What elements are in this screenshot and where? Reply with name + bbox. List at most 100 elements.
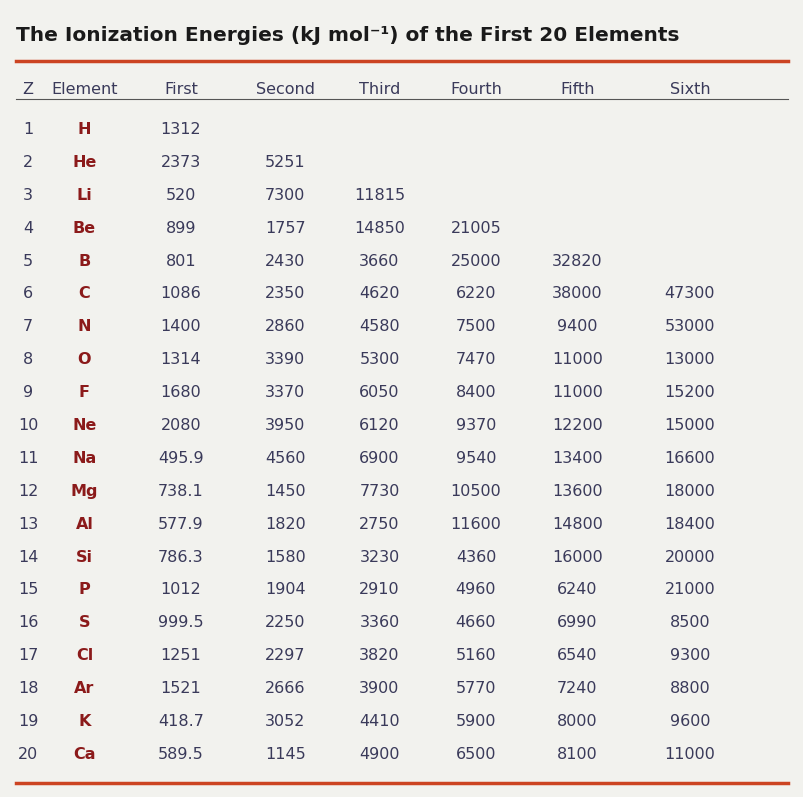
Text: 7: 7 — [23, 320, 33, 335]
Text: 1521: 1521 — [161, 681, 201, 696]
Text: O: O — [78, 352, 91, 367]
Text: 32820: 32820 — [552, 253, 601, 269]
Text: 11815: 11815 — [353, 188, 405, 203]
Text: C: C — [79, 286, 90, 301]
Text: H: H — [78, 122, 91, 137]
Text: Ca: Ca — [73, 747, 96, 762]
Text: 4: 4 — [23, 221, 33, 236]
Text: 2373: 2373 — [161, 155, 201, 170]
Text: 4620: 4620 — [359, 286, 399, 301]
Text: 17: 17 — [18, 648, 39, 663]
Text: 19: 19 — [18, 714, 39, 729]
Text: Element: Element — [51, 82, 117, 97]
Text: 4900: 4900 — [359, 747, 399, 762]
Text: 9540: 9540 — [455, 451, 495, 466]
Text: 1314: 1314 — [161, 352, 201, 367]
Text: 899: 899 — [165, 221, 196, 236]
Text: 6050: 6050 — [359, 385, 399, 400]
Text: 1012: 1012 — [161, 583, 201, 598]
Text: 801: 801 — [165, 253, 196, 269]
Text: 11000: 11000 — [551, 352, 602, 367]
Text: 9400: 9400 — [556, 320, 597, 335]
Text: Third: Third — [358, 82, 400, 97]
Text: 38000: 38000 — [552, 286, 601, 301]
Text: 1820: 1820 — [265, 516, 305, 532]
Text: 9300: 9300 — [669, 648, 709, 663]
Text: 15200: 15200 — [663, 385, 715, 400]
Text: 1680: 1680 — [161, 385, 201, 400]
Text: 1: 1 — [23, 122, 33, 137]
Text: B: B — [78, 253, 91, 269]
Text: 47300: 47300 — [664, 286, 714, 301]
Text: 2430: 2430 — [265, 253, 305, 269]
Text: 11: 11 — [18, 451, 39, 466]
Text: 13000: 13000 — [664, 352, 714, 367]
Text: 3820: 3820 — [359, 648, 399, 663]
Text: 4560: 4560 — [265, 451, 305, 466]
Text: 8000: 8000 — [556, 714, 597, 729]
Text: 577.9: 577.9 — [158, 516, 203, 532]
Text: First: First — [164, 82, 198, 97]
Text: Si: Si — [75, 549, 93, 564]
Text: Ar: Ar — [74, 681, 95, 696]
Text: 15: 15 — [18, 583, 39, 598]
Text: He: He — [72, 155, 96, 170]
Text: Li: Li — [76, 188, 92, 203]
Text: 12: 12 — [18, 484, 39, 499]
Text: 2350: 2350 — [265, 286, 305, 301]
Text: Fourth: Fourth — [450, 82, 501, 97]
Text: 6540: 6540 — [556, 648, 597, 663]
Text: P: P — [79, 583, 90, 598]
Text: 10: 10 — [18, 418, 39, 433]
Text: N: N — [78, 320, 91, 335]
Text: 5770: 5770 — [455, 681, 495, 696]
Text: Second: Second — [255, 82, 315, 97]
Text: 4580: 4580 — [359, 320, 399, 335]
Text: 3052: 3052 — [265, 714, 305, 729]
Text: 2080: 2080 — [161, 418, 201, 433]
Text: 21000: 21000 — [663, 583, 715, 598]
Text: 10500: 10500 — [450, 484, 501, 499]
Text: 3: 3 — [23, 188, 33, 203]
Text: 16: 16 — [18, 615, 39, 630]
Text: 7470: 7470 — [455, 352, 495, 367]
Text: 738.1: 738.1 — [158, 484, 203, 499]
Text: 11000: 11000 — [551, 385, 602, 400]
Text: 7500: 7500 — [455, 320, 495, 335]
Text: 418.7: 418.7 — [157, 714, 204, 729]
Text: 13: 13 — [18, 516, 39, 532]
Text: 7730: 7730 — [359, 484, 399, 499]
Text: K: K — [78, 714, 91, 729]
Text: 4410: 4410 — [359, 714, 399, 729]
Text: 4660: 4660 — [455, 615, 495, 630]
Text: 9370: 9370 — [455, 418, 495, 433]
Text: 11600: 11600 — [450, 516, 501, 532]
Text: 13600: 13600 — [552, 484, 601, 499]
Text: 14800: 14800 — [551, 516, 602, 532]
Text: 4960: 4960 — [455, 583, 495, 598]
Text: 5160: 5160 — [455, 648, 495, 663]
Text: 53000: 53000 — [664, 320, 714, 335]
Text: 4360: 4360 — [455, 549, 495, 564]
Text: 5300: 5300 — [359, 352, 399, 367]
Text: Al: Al — [75, 516, 93, 532]
Text: 14: 14 — [18, 549, 39, 564]
Text: 18: 18 — [18, 681, 39, 696]
Text: Cl: Cl — [75, 648, 93, 663]
Text: 15000: 15000 — [663, 418, 715, 433]
Text: 9600: 9600 — [669, 714, 709, 729]
Text: 3360: 3360 — [359, 615, 399, 630]
Text: 1145: 1145 — [265, 747, 305, 762]
Text: Mg: Mg — [71, 484, 98, 499]
Text: 1251: 1251 — [161, 648, 201, 663]
Text: 14850: 14850 — [353, 221, 405, 236]
Text: Ne: Ne — [72, 418, 96, 433]
Text: 3230: 3230 — [359, 549, 399, 564]
Text: 5: 5 — [23, 253, 33, 269]
Text: 8100: 8100 — [556, 747, 597, 762]
Text: 6240: 6240 — [556, 583, 597, 598]
Text: 589.5: 589.5 — [158, 747, 203, 762]
Text: 21005: 21005 — [450, 221, 501, 236]
Text: S: S — [79, 615, 90, 630]
Text: The Ionization Energies (kJ mol⁻¹) of the First 20 Elements: The Ionization Energies (kJ mol⁻¹) of th… — [16, 26, 679, 45]
